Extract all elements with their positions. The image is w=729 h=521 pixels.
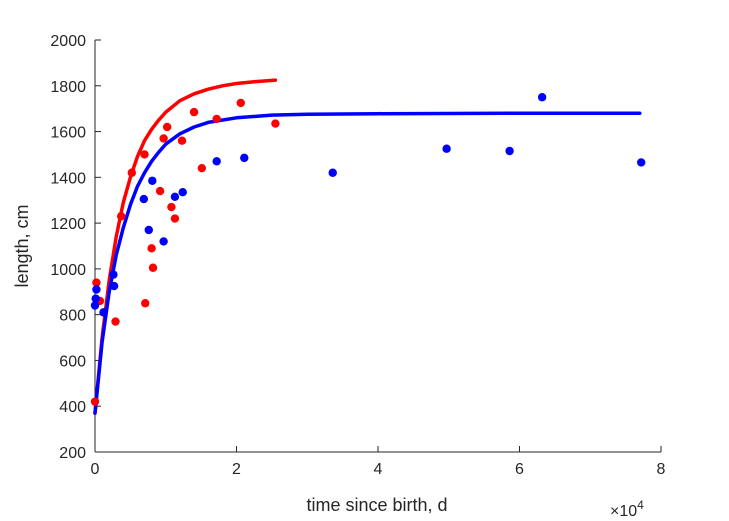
data-point	[212, 114, 221, 124]
data-point	[92, 278, 101, 287]
data-point	[144, 225, 153, 235]
data-point	[159, 134, 168, 143]
x-tick-label: 0	[91, 461, 100, 478]
y-tick-label: 800	[59, 308, 86, 325]
data-point	[170, 192, 180, 201]
y-tick-label: 1200	[50, 216, 86, 233]
y-tick-label: 200	[59, 445, 86, 462]
data-point	[127, 168, 136, 177]
data-point	[212, 157, 221, 166]
data-point	[141, 299, 150, 308]
data-point	[442, 144, 451, 153]
data-point	[177, 136, 187, 145]
y-tick-label: 1400	[50, 170, 86, 187]
data-point	[111, 317, 120, 326]
data-point	[505, 146, 514, 156]
data-point	[236, 98, 245, 108]
x-axis-multiplier: ×104	[610, 498, 644, 520]
data-point	[90, 301, 100, 310]
data-point	[92, 285, 101, 294]
data-point	[109, 281, 119, 291]
y-tick-label: 1800	[50, 79, 86, 96]
y-tick-label: 400	[59, 399, 86, 416]
data-point	[328, 168, 337, 177]
x-tick-label: 8	[657, 461, 666, 478]
x-tick-label: 2	[232, 461, 241, 478]
data-point	[178, 188, 187, 197]
data-point	[162, 122, 172, 132]
fit-curves	[93, 78, 642, 415]
y-tick-label: 1600	[50, 125, 86, 142]
data-point	[167, 202, 176, 212]
x-tick-label: 4	[374, 461, 383, 478]
data-point	[189, 107, 199, 117]
x-tick-label: 6	[515, 461, 524, 478]
data-point	[170, 214, 180, 223]
data-point	[197, 163, 207, 173]
data-point	[271, 119, 280, 128]
axes: 0 2 4 6 8 200 400 600 800 1000 1200 1400 1600 1800 200…	[50, 33, 665, 478]
data-point	[148, 176, 157, 185]
data-point	[159, 237, 168, 246]
axis-labels: time since birth, d length, cm ×104	[12, 204, 644, 520]
data-point	[240, 153, 249, 163]
data-point	[99, 308, 108, 317]
data-point	[116, 212, 126, 221]
data-point	[636, 158, 646, 167]
data-point	[155, 186, 165, 196]
data-point	[109, 270, 118, 279]
fit-curve	[93, 111, 642, 415]
x-axis-multiplier-base: ×10	[610, 503, 637, 520]
x-axis-label: time since birth, d	[306, 495, 447, 515]
data-point	[90, 397, 100, 406]
y-tick-label: 600	[59, 353, 86, 370]
data-point	[140, 150, 149, 159]
fit-curve	[93, 78, 278, 415]
y-tick-label: 1000	[50, 262, 86, 279]
y-tick-label: 2000	[50, 33, 86, 50]
data-point	[148, 263, 158, 272]
data-point	[537, 93, 547, 102]
data-points	[90, 93, 646, 406]
data-point	[91, 294, 100, 303]
x-axis-multiplier-exponent: 4	[637, 498, 644, 512]
data-point	[147, 244, 156, 253]
data-point	[139, 194, 149, 204]
y-axis-label: length, cm	[12, 204, 32, 287]
